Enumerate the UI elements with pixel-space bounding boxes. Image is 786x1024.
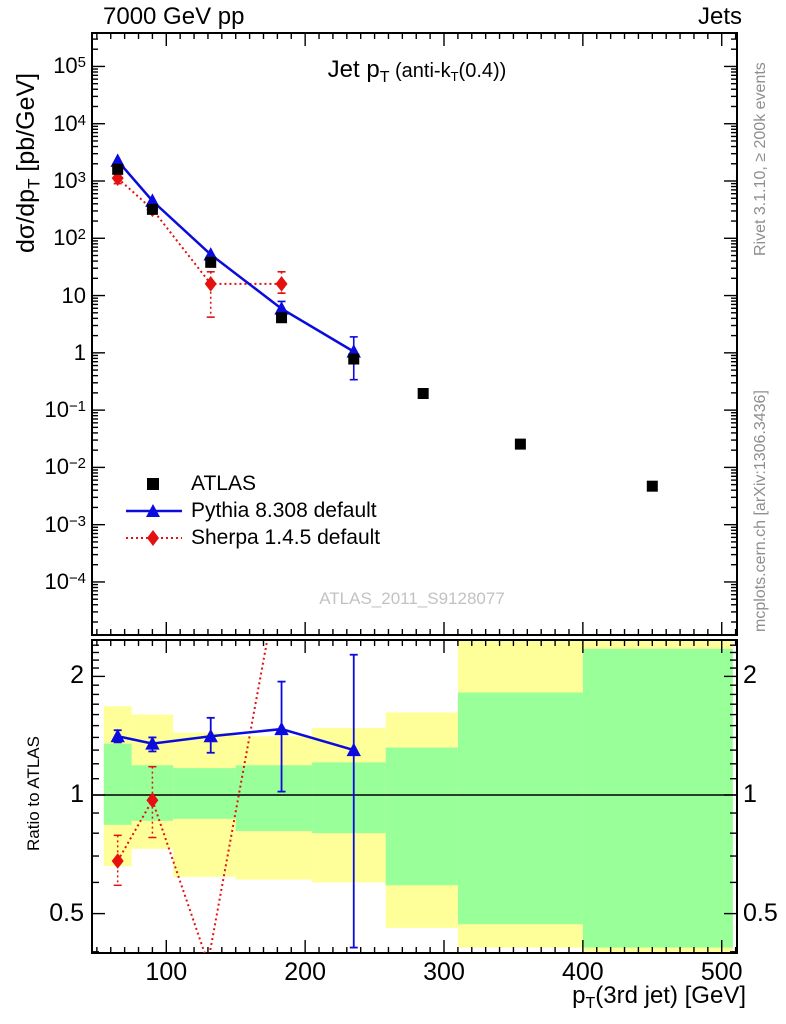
legend-item-label: ATLAS <box>191 471 256 495</box>
side-note-rivet-version: Rivet 3.1.10, ≥ 200k events <box>752 62 769 256</box>
side-note-mcplots-arxiv: mcplots.cern.ch [arXiv:1306.3436] <box>752 390 769 632</box>
ratio-uncertainty-bands <box>103 640 733 952</box>
beam-energy-label: 7000 GeV pp <box>103 3 245 30</box>
ratio-y-axis-title: Ratio to ATLAS <box>24 736 43 851</box>
analysis-group-label: Jets <box>697 3 742 30</box>
x-tick-label: 500 <box>700 958 743 986</box>
ratio-tick-label-left: 0.5 <box>49 898 84 927</box>
legend-item-pythia: Pythia 8.308 default <box>126 497 380 524</box>
x-tick-label: 300 <box>423 958 465 986</box>
y-tick-label: 10−1 <box>44 397 86 423</box>
x-tick-label: 100 <box>145 958 188 986</box>
y-tick-label: 10−4 <box>44 568 86 594</box>
y-tick-label: 1 <box>73 339 86 365</box>
y-tick-label: 105 <box>53 53 86 79</box>
ratio-sherpa <box>111 640 269 953</box>
plot-title: Jet pT (anti-kT(0.4)) <box>327 56 507 87</box>
y-tick-label: 104 <box>53 110 86 136</box>
main-panel-frame <box>91 32 738 636</box>
legend-item-label: Sherpa 1.4.5 default <box>191 525 381 549</box>
x-axis-title: pT(3rd jet) [GeV] <box>572 982 746 1013</box>
ratio-pythia <box>110 653 361 949</box>
y-tick-label: 10−3 <box>44 511 86 537</box>
y-tick-label: 103 <box>53 168 86 193</box>
pythia-line-triangle-marker-icon <box>126 503 182 517</box>
legend-item-sherpa: Sherpa 1.4.5 default <box>126 524 380 551</box>
x-tick-label: 400 <box>562 958 604 986</box>
x-tick-label: 200 <box>284 958 326 986</box>
ratio-panel-frame <box>91 639 738 954</box>
sherpa-line-diamond-marker-icon <box>126 529 182 546</box>
series-atlas <box>112 163 658 492</box>
axis-ticks <box>92 33 737 953</box>
legend: ATLAS Pythia 8.308 default Sherpa 1.4.5 … <box>126 470 380 551</box>
y-tick-label: 10−2 <box>44 454 86 480</box>
y-axis-title: dσ/dpT [pb/GeV] <box>12 72 44 253</box>
ratio-tick-label-right: 1 <box>743 780 757 808</box>
ratio-tick-label-left: 2 <box>70 661 84 690</box>
legend-item-label: Pythia 8.308 default <box>191 498 377 522</box>
ratio-tick-label-right: 2 <box>743 661 757 690</box>
ratio-tick-label-left: 1 <box>70 780 84 808</box>
y-tick-label: 10 <box>61 282 86 308</box>
watermark-analysis-id: ATLAS_2011_S9128077 <box>319 589 505 608</box>
series-pythia <box>110 153 361 381</box>
atlas-square-marker-icon <box>147 477 159 490</box>
ratio-tick-label-right: 0.5 <box>743 898 778 927</box>
y-tick-label: 102 <box>53 225 86 251</box>
legend-item-atlas: ATLAS <box>126 470 380 497</box>
